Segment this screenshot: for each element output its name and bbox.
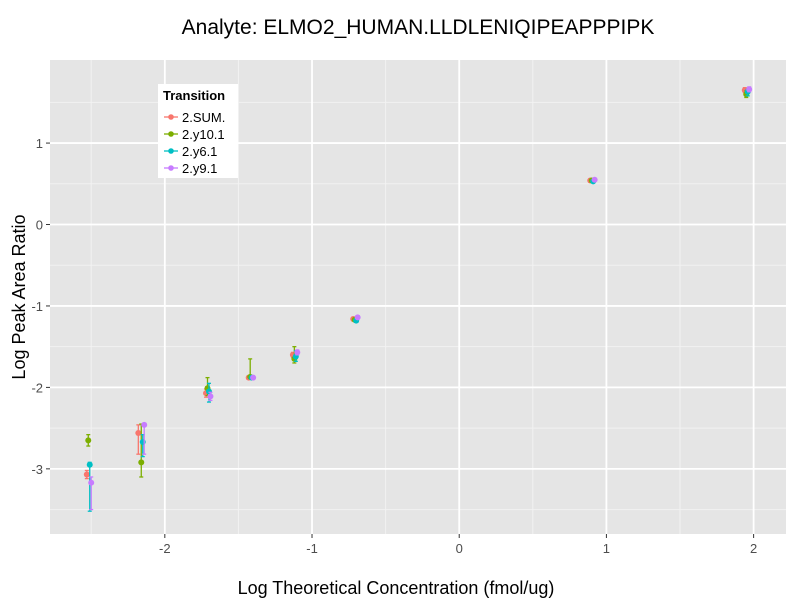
minor-gridlines — [50, 60, 786, 534]
data-point — [746, 86, 753, 93]
data-point — [88, 479, 95, 486]
data-series — [83, 86, 753, 512]
legend-item: 2.y10.1 — [164, 127, 225, 142]
data-point — [294, 349, 301, 356]
data-point — [85, 437, 92, 444]
data-point — [135, 430, 142, 437]
x-tick-label: 0 — [456, 541, 463, 556]
data-point — [86, 461, 93, 468]
legend-item: 2.y6.1 — [164, 144, 217, 159]
x-axis-title: Log Theoretical Concentration (fmol/ug) — [238, 578, 555, 598]
x-tick-label: -1 — [306, 541, 318, 556]
y-tick-label: 1 — [36, 136, 43, 151]
x-tick-label: 1 — [603, 541, 610, 556]
legend-title: Transition — [163, 88, 225, 103]
series — [88, 86, 753, 511]
y-axis-ticks: -3 -2 -1 0 1 — [31, 136, 50, 477]
legend-label: 2.y10.1 — [182, 127, 225, 142]
data-point — [354, 314, 361, 321]
y-tick-label: -1 — [31, 299, 43, 314]
y-tick-label: -3 — [31, 462, 43, 477]
x-tick-label: -2 — [159, 541, 171, 556]
legend-key-point — [168, 114, 174, 120]
legend-key-point — [168, 165, 174, 171]
legend-item: 2.SUM. — [164, 110, 225, 125]
legend-label: 2.y9.1 — [182, 161, 217, 176]
legend-key-point — [168, 131, 174, 137]
data-point — [141, 421, 148, 428]
x-tick-label: 2 — [750, 541, 757, 556]
data-point — [250, 374, 257, 381]
y-axis-title: Log Peak Area Ratio — [9, 214, 29, 379]
data-point — [207, 393, 214, 400]
legend-box — [158, 84, 238, 178]
data-point — [591, 176, 598, 183]
y-tick-label: 0 — [36, 218, 43, 233]
data-point — [83, 471, 90, 478]
legend-label: 2.SUM. — [182, 110, 225, 125]
data-point — [138, 459, 145, 466]
chart-title: Analyte: ELMO2_HUMAN.LLDLENIQIPEAPPPIPK — [182, 16, 655, 39]
legend-item: 2.y9.1 — [164, 161, 217, 176]
legend-key-point — [168, 148, 174, 154]
legend: Transition 2.SUM. 2.y10.1 2.y6.1 2.y9.1 — [158, 84, 238, 178]
legend-label: 2.y6.1 — [182, 144, 217, 159]
y-tick-label: -2 — [31, 380, 43, 395]
x-axis-ticks: -2 -1 0 1 2 — [159, 534, 757, 556]
